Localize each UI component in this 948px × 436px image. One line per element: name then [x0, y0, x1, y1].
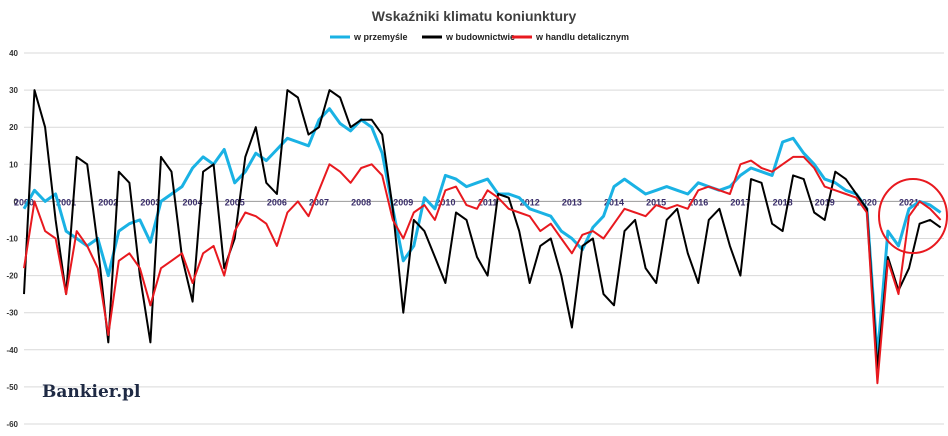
x-tick-label: 2014	[604, 197, 624, 207]
x-tick-label: 2021	[899, 197, 919, 207]
y-tick-label: -60	[6, 420, 18, 429]
y-tick-label: -40	[6, 346, 18, 355]
series-line-w-budownictwie	[23, 89, 942, 370]
x-tick-label: 2005	[225, 197, 245, 207]
y-tick-label: 40	[9, 49, 18, 58]
x-tick-label: 2007	[309, 197, 329, 207]
x-tick-label: 2015	[646, 197, 666, 207]
x-tick-label: 2013	[562, 197, 582, 207]
x-tick-label: 2016	[688, 197, 708, 207]
x-tick-label: 2000	[14, 197, 34, 207]
x-tick-label: 2004	[183, 197, 203, 207]
x-tick-label: 2003	[140, 197, 160, 207]
x-tick-label: 2020	[857, 197, 877, 207]
grid-lines	[24, 52, 944, 425]
bankier-logo: Bankier.pl	[42, 382, 141, 402]
x-axis-ticks: 2000 2001 2002 2003 2004 2005 2006 2007 2008 2009…	[14, 197, 919, 207]
x-tick-label: 2019	[815, 197, 835, 207]
x-tick-label: 2001	[56, 197, 76, 207]
y-tick-label: 10	[9, 160, 18, 169]
y-tick-label: 30	[9, 86, 18, 95]
y-tick-label: 20	[9, 123, 18, 132]
x-tick-label: 2011	[478, 197, 498, 207]
y-axis-ticks: 40 30 20 10 0 -10 -20 -30 -40 -50 -60	[6, 49, 18, 429]
legend-label-handlu: w handlu detalicznym	[535, 32, 629, 42]
x-tick-label: 2008	[351, 197, 371, 207]
x-tick-label: 2010	[435, 197, 455, 207]
series-line-w-handlu	[23, 155, 942, 385]
highlight-circle	[878, 178, 948, 254]
legend-label-przemysle: w przemyśle	[353, 32, 408, 42]
legend-label-budownictwie: w budownictwie	[445, 32, 515, 42]
y-tick-label: -50	[6, 383, 18, 392]
x-tick-label: 2018	[773, 197, 793, 207]
y-tick-label: -10	[6, 235, 18, 244]
x-tick-label: 2009	[393, 197, 413, 207]
x-tick-label: 2006	[267, 197, 287, 207]
y-tick-label: -20	[6, 272, 18, 281]
y-tick-label: -30	[6, 309, 18, 318]
x-tick-label: 2012	[520, 197, 540, 207]
chart-title: Wskaźniki klimatu koniunktury	[372, 8, 577, 24]
x-tick-label: 2002	[98, 197, 118, 207]
series-line-w-przemysle	[22, 107, 942, 359]
y-tick-label: 0	[14, 197, 19, 206]
x-tick-label: 2017	[730, 197, 750, 207]
legend: w przemyśle w budownictwie w handlu deta…	[330, 32, 629, 42]
series-lines	[22, 89, 942, 385]
